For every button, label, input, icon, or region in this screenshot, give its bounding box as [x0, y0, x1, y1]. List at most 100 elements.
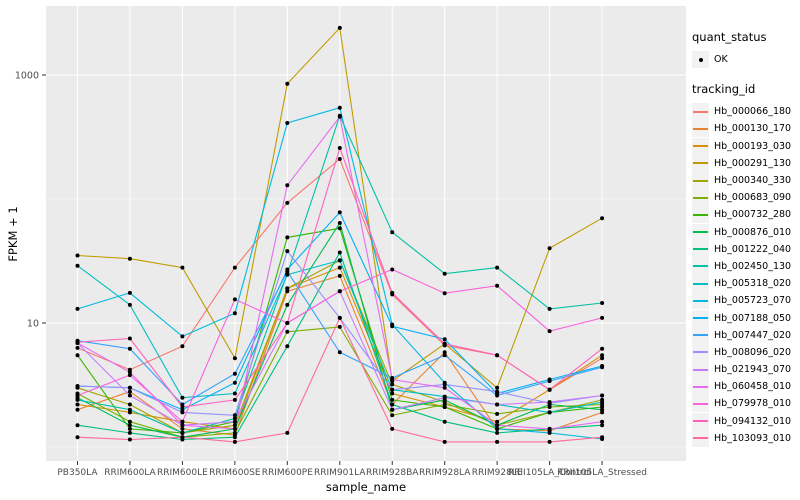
data-point	[285, 430, 290, 435]
data-point	[232, 430, 237, 435]
data-point	[337, 315, 342, 320]
data-point	[75, 263, 80, 268]
data-point	[495, 402, 500, 407]
data-point	[127, 389, 132, 394]
data-point	[127, 423, 132, 428]
data-point	[285, 183, 290, 188]
data-point	[442, 439, 447, 444]
data-point	[600, 435, 605, 440]
data-point	[442, 271, 447, 276]
data-point	[547, 387, 552, 392]
data-point	[180, 426, 185, 431]
data-point	[75, 340, 80, 345]
legend-item: Hb_008096_020	[692, 343, 798, 361]
legend-item: Hb_007188_050	[692, 309, 798, 327]
legend-key-line-icon	[692, 154, 709, 172]
data-point	[337, 146, 342, 150]
data-point	[390, 377, 395, 382]
legend-label: Hb_008096_020	[714, 346, 792, 358]
data-point	[180, 344, 185, 349]
data-point	[495, 411, 500, 416]
data-point	[337, 258, 342, 263]
data-point	[600, 423, 605, 428]
legend-key-line-icon	[692, 137, 709, 155]
legend-label: Hb_002450_130	[714, 260, 792, 272]
legend-key-line-icon	[692, 429, 709, 447]
legend-label: OK	[714, 54, 728, 66]
legend-key-line-icon	[692, 120, 709, 138]
legend-item: Hb_060458_010	[692, 378, 798, 396]
legend-label: Hb_021943_070	[714, 364, 792, 376]
data-point	[442, 382, 447, 387]
data-point	[180, 405, 185, 409]
panel-background	[46, 6, 686, 461]
data-point	[232, 413, 237, 418]
legend-item: Hb_000732_280	[692, 206, 798, 224]
data-point	[232, 265, 237, 270]
legend-item: Hb_000291_130	[692, 154, 798, 172]
legend-key-line-icon	[692, 103, 709, 121]
data-point	[127, 407, 132, 412]
data-point	[600, 301, 605, 305]
data-point	[337, 273, 342, 278]
data-point	[127, 256, 132, 261]
data-point	[390, 407, 395, 412]
x-tick-label: RRIM928LA	[419, 468, 471, 478]
legend-item: Hb_007447_020	[692, 326, 798, 344]
legend-item: Hb_000130_170	[692, 120, 798, 138]
legend-item: Hb_000066_180	[692, 103, 798, 121]
legend-item: Hb_079978_010	[692, 395, 798, 413]
data-point	[495, 430, 500, 435]
data-point	[285, 235, 290, 240]
data-point	[337, 105, 342, 110]
legend-key-line-icon	[692, 412, 709, 430]
legend-label: Hb_001222_040	[714, 243, 792, 255]
legend-title-quant-status: quant_status	[692, 30, 767, 44]
data-point	[127, 419, 132, 424]
legend-key-line-icon	[692, 189, 709, 207]
legend-label: Hb_000732_280	[714, 209, 792, 221]
data-point	[600, 400, 605, 405]
legend-label: Hb_079978_010	[714, 398, 792, 410]
data-point	[337, 250, 342, 255]
data-point	[232, 435, 237, 440]
x-axis-title: sample_name	[325, 480, 407, 494]
data-point	[285, 269, 290, 274]
data-point	[337, 265, 342, 270]
data-point	[337, 350, 342, 355]
data-point	[75, 423, 80, 428]
legend-label: Hb_060458_010	[714, 381, 792, 393]
data-point	[495, 353, 500, 358]
legend-key-line-icon	[692, 378, 709, 396]
legend-key-line-icon	[692, 240, 709, 258]
legend-key-line-icon	[692, 361, 709, 379]
data-point	[180, 430, 185, 435]
data-point	[390, 397, 395, 402]
data-point	[232, 419, 237, 424]
data-point	[180, 334, 185, 339]
data-point	[75, 253, 80, 258]
data-point	[75, 353, 80, 358]
legend-key-line-icon	[692, 343, 709, 361]
data-point	[390, 230, 395, 235]
data-point	[337, 210, 342, 215]
data-point	[495, 283, 500, 288]
legend-label: Hb_000683_090	[714, 192, 792, 204]
legend-label: Hb_005318_020	[714, 278, 792, 290]
x-tick-label: RRIM600PE	[262, 468, 314, 478]
data-point	[127, 430, 132, 435]
legend-key-line-icon	[692, 172, 709, 190]
data-point	[232, 397, 237, 402]
x-tick-label: RRIM928LE	[472, 468, 523, 478]
legend-item: Hb_001222_040	[692, 240, 798, 258]
data-point	[495, 265, 500, 270]
data-point	[337, 221, 342, 225]
data-point	[495, 385, 500, 390]
data-point	[75, 306, 80, 311]
y-tick-label: 1000	[15, 71, 39, 82]
data-point	[600, 346, 605, 351]
data-point	[547, 400, 552, 405]
data-point	[232, 356, 237, 361]
legend-item: Hb_000876_010	[692, 223, 798, 241]
